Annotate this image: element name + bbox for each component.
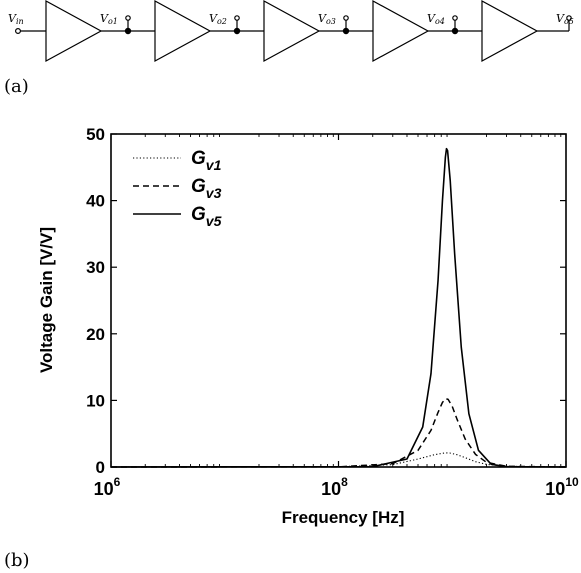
gain-chart: 0 10 20 30 40 50 106 108 1010 Frequency [Hz] Vo… [37,125,579,527]
y-tick-label: 30 [86,258,105,277]
series-line-v3 [110,397,567,468]
legend-label-v5: Gv5 [191,204,222,229]
panel-a-label: (a) [4,76,29,97]
junction-o2 [233,27,241,35]
plot-frame [110,133,567,468]
label-vo1: Vo1 [100,12,118,26]
terminal-in [15,28,22,35]
amplifier-5 [481,0,539,63]
terminal-o1 [125,15,131,21]
y-tick-label: 20 [86,325,105,344]
junction-o1 [124,27,132,35]
amplifier-4 [372,0,430,63]
amplifier-2 [154,0,212,63]
x-tick-label: 106 [94,475,121,499]
y-axis: 0 10 20 30 40 50 [86,125,566,477]
label-vo5: Vo5 [556,12,574,26]
x-axis: 106 108 1010 [94,134,579,499]
y-tick-label: 40 [86,192,105,211]
label-vo3: Vo3 [318,12,336,26]
label-vin: Vin [8,12,24,26]
y-tick-label: 50 [86,125,105,144]
junction-o4 [451,27,459,35]
panel-b-label: (b) [4,550,30,571]
y-tick-label: 10 [86,391,105,410]
legend-label-v1: Gv1 [191,148,222,173]
y-tick-label: 0 [96,458,105,477]
label-vo2: Vo2 [209,12,227,26]
terminal-o2 [234,15,240,21]
amplifier-1 [45,0,103,63]
legend-label-v3: Gv3 [191,176,222,201]
series-line-v5 [110,147,567,468]
terminal-o3 [343,15,349,21]
label-vo4: Vo4 [427,12,445,26]
circuit-diagram [15,0,572,63]
terminal-o5 [566,15,572,21]
x-tick-label: 1010 [545,475,579,499]
series-layer [110,147,567,468]
amplifier-3 [263,0,321,63]
legend: Gv1 Gv3 Gv5 [133,148,222,229]
x-tick-label: 108 [321,475,348,499]
terminal-o4 [452,15,458,21]
x-axis-label: Frequency [Hz] [282,508,405,527]
circuit-labels: Vin Vo1 Vo2 Vo3 Vo4 Vo5 [8,12,574,26]
junction-o3 [342,27,350,35]
y-axis-label: Voltage Gain [V/V] [37,227,56,373]
